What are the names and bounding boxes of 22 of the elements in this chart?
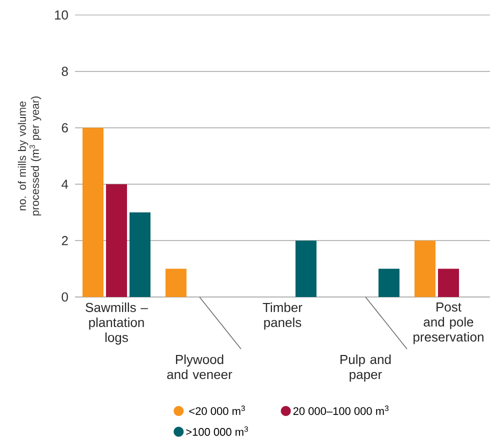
legend-label: 20 000–100 000 m$^{3}$ [293,406,389,415]
bar [295,240,316,297]
bar [378,268,400,297]
bar [106,184,127,297]
y-tick-label: 0 [62,292,68,302]
bar [82,128,104,297]
x-tick-label: Pulp and paper [340,354,391,382]
x-tick-label: Plywood and veneer [167,354,232,380]
y-tick-label: 10 [54,10,68,20]
bar [438,268,459,297]
x-tick-label: Sawmills – plantation logs [86,302,148,345]
y-tick-label: 2 [62,236,68,246]
bar [414,240,436,297]
x-tick-label: Post and pole preservation [414,302,484,344]
y-tick-label: 4 [62,180,68,189]
x-tick-label: Timber panels [262,302,302,330]
legend-label: >100 000 m$^{3}$ [186,426,248,436]
bar [130,212,150,297]
legend-label: <20 000 m$^{3}$ [189,406,245,415]
bar [165,268,186,297]
y-tick-label: 6 [62,123,68,132]
y-tick-label: 8 [62,66,68,76]
